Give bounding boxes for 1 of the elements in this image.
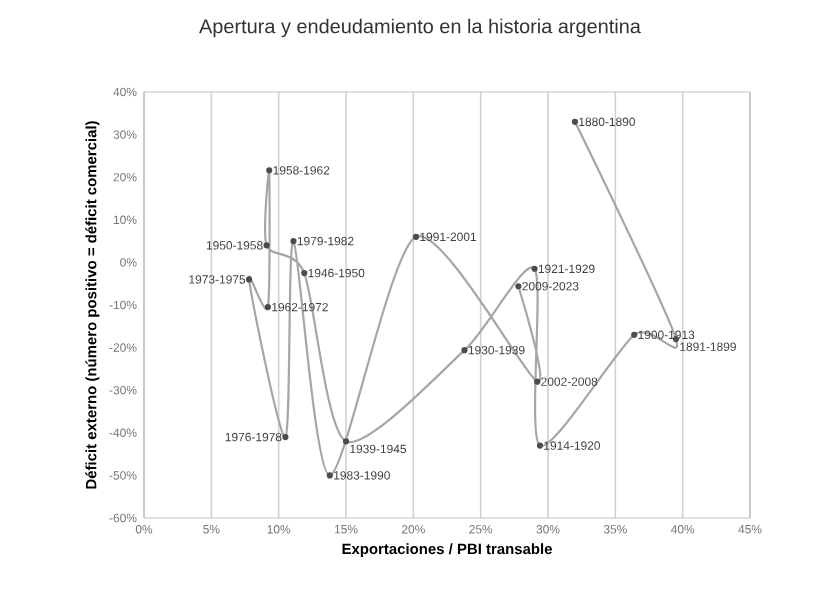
chart-title: Apertura y endeudamiento en la historia argentina xyxy=(199,18,641,38)
